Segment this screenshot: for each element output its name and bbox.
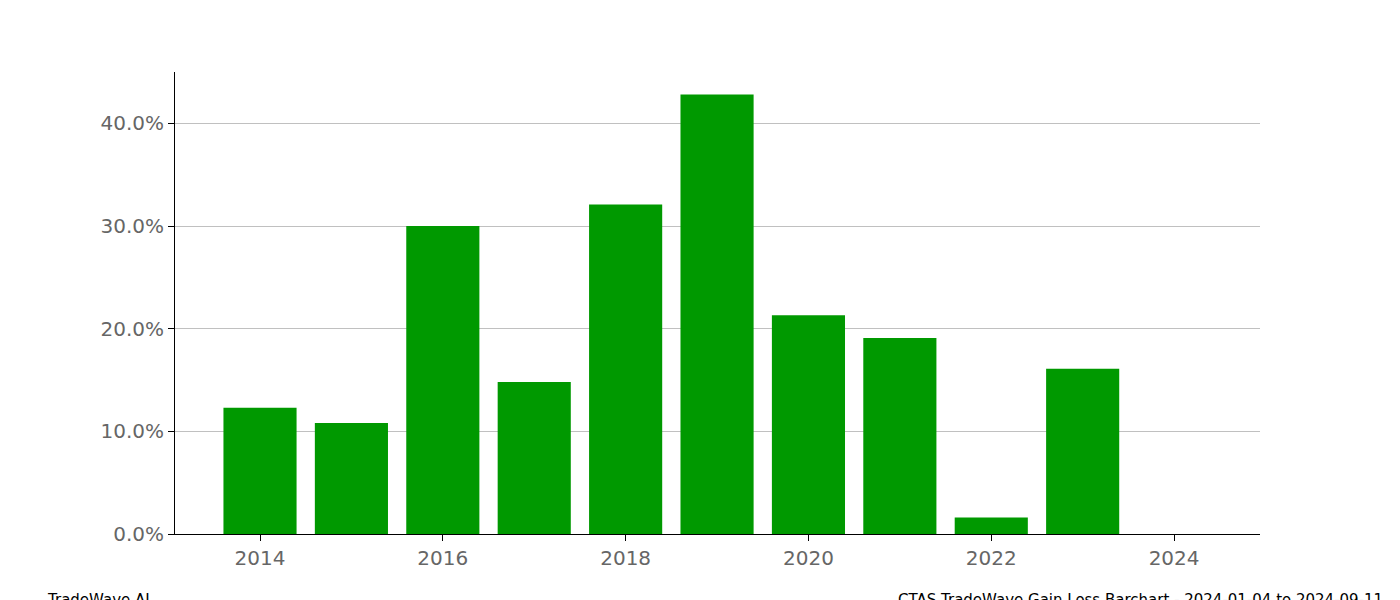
svg-text:2020: 2020: [783, 546, 834, 570]
svg-text:2014: 2014: [235, 546, 286, 570]
svg-text:10.0%: 10.0%: [100, 419, 164, 443]
svg-text:CTAS TradeWave Gain Loss Barch: CTAS TradeWave Gain Loss Barchart - 2024…: [898, 591, 1383, 600]
svg-text:30.0%: 30.0%: [100, 214, 164, 238]
svg-text:2024: 2024: [1149, 546, 1200, 570]
svg-text:2022: 2022: [966, 546, 1017, 570]
svg-text:40.0%: 40.0%: [100, 111, 164, 135]
svg-text:2018: 2018: [600, 546, 651, 570]
svg-text:2016: 2016: [417, 546, 468, 570]
svg-text:TradeWave.AI: TradeWave.AI: [47, 591, 150, 600]
svg-text:0.0%: 0.0%: [113, 522, 164, 546]
svg-text:20.0%: 20.0%: [100, 317, 164, 341]
